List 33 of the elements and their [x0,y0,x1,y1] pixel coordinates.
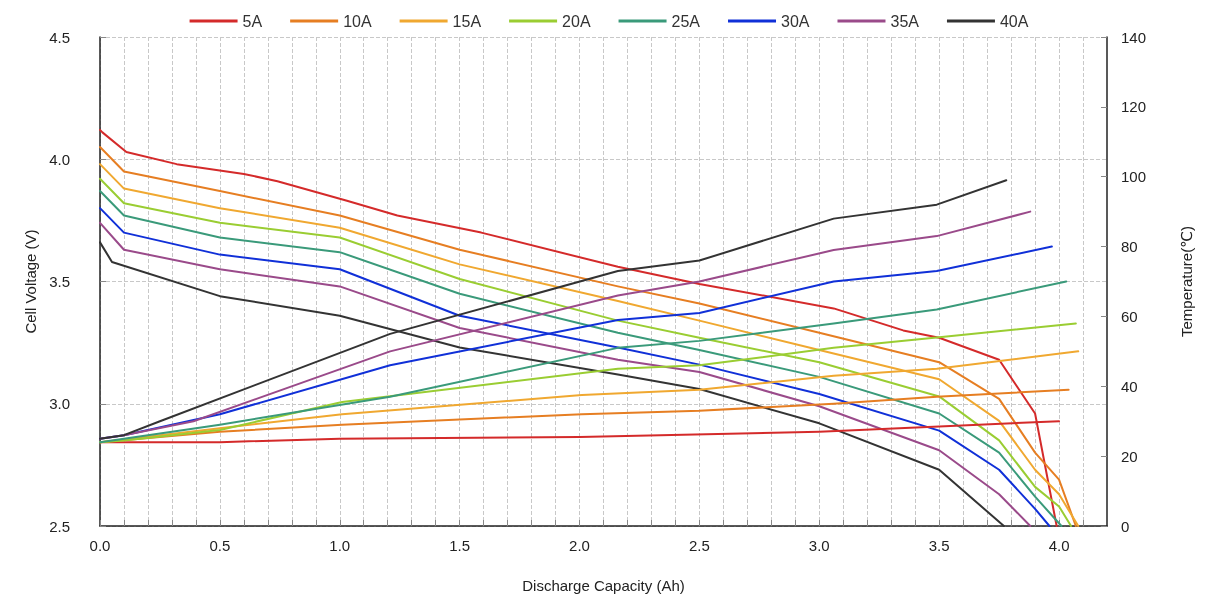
y2-tick-label: 120 [1121,98,1147,116]
y2-axis-title: Temperature(℃) [1178,225,1195,338]
x-tick-label: 4.0 [1048,537,1070,554]
x-tick-label: 1.0 [329,537,351,554]
y2-tick-label: 60 [1121,307,1138,325]
y-tick-label: 3.5 [49,273,70,290]
x-tick-label: 0.5 [209,537,231,554]
legend-label: 30A [781,12,810,30]
y-tick-label: 3.0 [49,395,70,413]
x-tick-label: 0.0 [89,537,111,554]
x-tick-label: 2.5 [688,537,710,554]
y2-tick-label: 100 [1121,168,1147,186]
legend-label: 15A [452,12,482,30]
legend-label: 25A [671,12,701,30]
x-axis-title: Discharge Capacity (Ah) [522,577,685,594]
x-tick-label: 1.5 [449,537,471,554]
y2-tick-label: 80 [1121,238,1138,256]
y2-tick-label: 20 [1121,447,1138,465]
y2-tick-label: 40 [1121,377,1138,395]
legend-label: 10A [343,12,372,30]
x-tick-label: 2.0 [569,537,590,554]
y-tick-label: 2.5 [49,517,70,535]
legend-label: 5A [242,12,263,30]
legend-label: 35A [890,12,920,30]
y2-tick-label: 0 [1121,517,1130,535]
x-tick-label: 3.5 [928,537,950,554]
legend-label: 40A [999,12,1029,30]
y-tick-label: 4.0 [49,150,70,168]
legend-label: 20A [562,12,591,30]
y-tick-label: 4.5 [49,28,70,46]
y-axis-title: Cell Voltage (V) [22,229,39,334]
y2-tick-label: 140 [1121,28,1147,46]
x-tick-label: 3.0 [808,537,830,554]
